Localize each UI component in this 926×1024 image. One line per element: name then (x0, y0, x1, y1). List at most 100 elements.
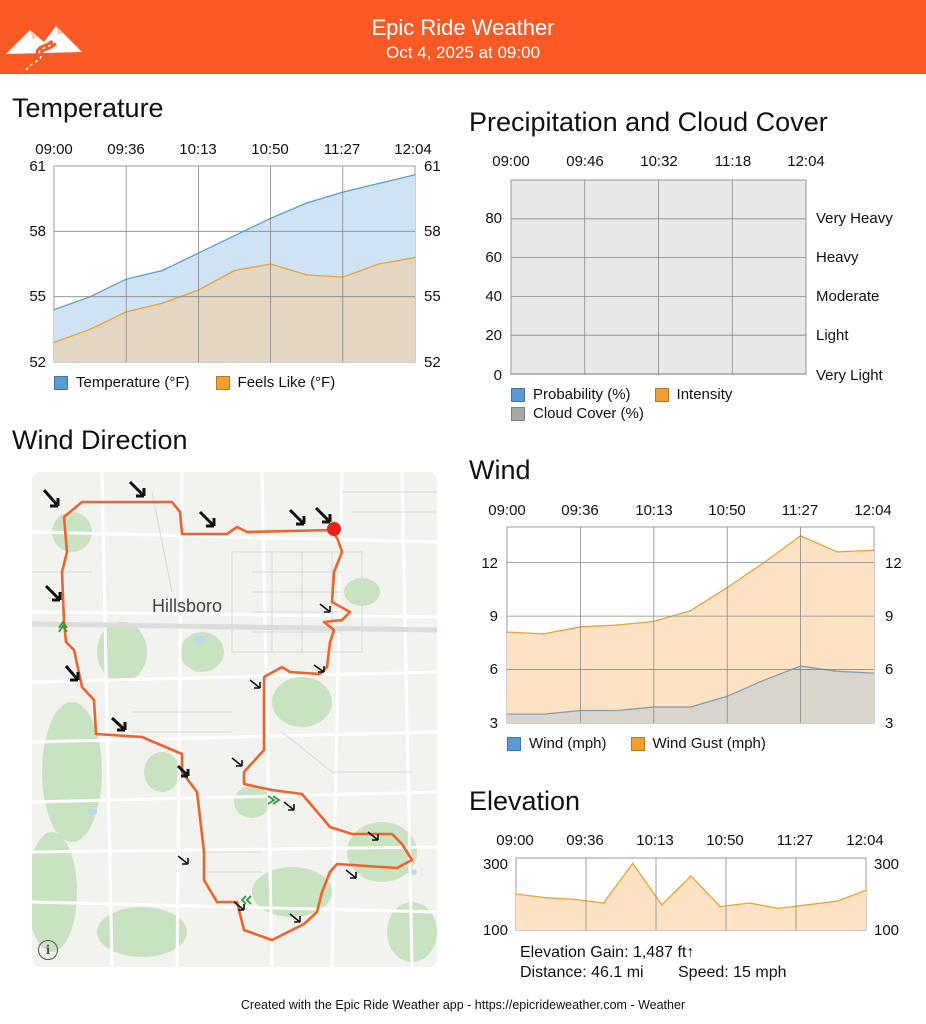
data-point (777, 907, 780, 910)
data-point (269, 263, 272, 265)
wind-arrows-small (177, 603, 379, 923)
tick-label: 300 (482, 856, 508, 873)
tick-label: 10:13 (635, 502, 673, 519)
legend-label: Wind (mph) (529, 735, 607, 752)
data-point (689, 609, 692, 612)
tick-label: 20 (485, 327, 502, 344)
highway (32, 621, 437, 633)
data-point (799, 535, 802, 537)
series-line-1 (506, 535, 875, 635)
intensity-label: Moderate (816, 288, 880, 305)
series-area-1 (54, 257, 415, 362)
data-point (836, 551, 839, 553)
speed-stat: Speed: 15 mph (678, 964, 787, 981)
data-point (836, 900, 838, 902)
data-point (53, 308, 55, 311)
tick-label: 09:46 (566, 153, 604, 170)
data-point (602, 902, 605, 904)
data-point (515, 893, 517, 895)
tick-label: 10:50 (251, 141, 289, 158)
data-point (161, 269, 164, 272)
data-point (657, 373, 660, 375)
tick-label: 09:00 (496, 832, 534, 849)
elevation-gain: Elevation Gain: 1,487 ft↑ (520, 944, 695, 961)
intensity-label: Very Heavy (816, 210, 893, 227)
tick-label: 10:32 (640, 153, 678, 170)
data-point (305, 274, 308, 276)
tick-label: 09:36 (566, 832, 604, 849)
data-point (631, 862, 634, 865)
data-point (731, 373, 734, 375)
data-point (616, 624, 618, 626)
legend-label: Feels Like (°F) (237, 374, 336, 391)
ride-route (60, 500, 414, 942)
intensity-label: Very Light (816, 367, 883, 384)
data-point (806, 904, 809, 906)
precipitation-legend: Probability (%) Intensity (511, 386, 732, 403)
data-point (542, 633, 545, 635)
tick-label: 9 (885, 608, 894, 625)
data-point (583, 373, 586, 375)
tick-label: 3 (885, 715, 894, 732)
plot-area (53, 165, 416, 363)
tick-label: 12:04 (394, 141, 432, 158)
app-title: Epic Ride Weather (371, 15, 555, 40)
data-point (542, 713, 545, 715)
info-icon[interactable]: i (38, 940, 58, 960)
data-point (579, 625, 582, 628)
data-point (653, 620, 655, 623)
data-point (414, 173, 416, 176)
data-point (616, 709, 618, 712)
data-point (583, 373, 586, 375)
data-point (763, 561, 765, 564)
direction-chevrons (58, 620, 281, 905)
legend-swatch (630, 736, 645, 751)
tick-label: 61 (29, 158, 46, 175)
tick-label: 10:13 (179, 141, 217, 158)
data-point (836, 670, 839, 673)
tick-label: 12:04 (846, 832, 884, 849)
tick-label: 09:00 (492, 153, 530, 170)
map-town-label: Hillsboro (152, 596, 223, 616)
legend-label: Temperature (°F) (76, 374, 190, 391)
series-area-1 (507, 535, 874, 723)
legend-swatch (511, 387, 525, 402)
tick-label: 12:04 (854, 502, 892, 519)
data-point (726, 695, 728, 698)
data-point (53, 341, 55, 344)
tick-label: 09:36 (561, 502, 599, 519)
mountain-road-logo-icon (6, 26, 82, 72)
series-area-0 (54, 174, 415, 362)
tick-label: 58 (29, 223, 46, 240)
tick-label: 100 (482, 922, 508, 939)
legend-label: Cloud Cover (%) (533, 405, 644, 422)
intensity-label: Light (816, 327, 849, 344)
plot-area (506, 526, 875, 724)
plot-area (515, 857, 867, 931)
legend-swatch (507, 736, 521, 751)
data-point (865, 889, 867, 892)
data-point (378, 263, 380, 265)
footer-credit: Created with the Epic Ride Weather app -… (240, 998, 686, 1012)
tick-label: 0 (493, 367, 502, 384)
tick-label: 10:13 (636, 832, 674, 849)
data-point (506, 631, 508, 633)
intensity-label: Heavy (816, 249, 859, 266)
tick-label: 12 (481, 555, 498, 572)
data-point (89, 328, 91, 331)
temperature-title: Temperature (12, 93, 164, 123)
data-point (805, 373, 807, 375)
tick-label: 300 (874, 856, 900, 873)
distance-stat: Distance: 46.1 mi (520, 964, 644, 981)
app-header: Epic Ride Weather Oct 4, 2025 at 09:00 (0, 0, 926, 74)
data-point (233, 269, 236, 272)
data-point (583, 373, 586, 375)
series-line-0 (515, 862, 867, 910)
data-point (510, 373, 512, 375)
tick-label: 10:50 (708, 502, 746, 519)
route-map[interactable] (32, 472, 437, 967)
data-point (873, 549, 875, 551)
series-line-0 (53, 174, 416, 311)
precipitation-legend-row2: Cloud Cover (%) (511, 405, 644, 422)
data-point (748, 902, 751, 904)
